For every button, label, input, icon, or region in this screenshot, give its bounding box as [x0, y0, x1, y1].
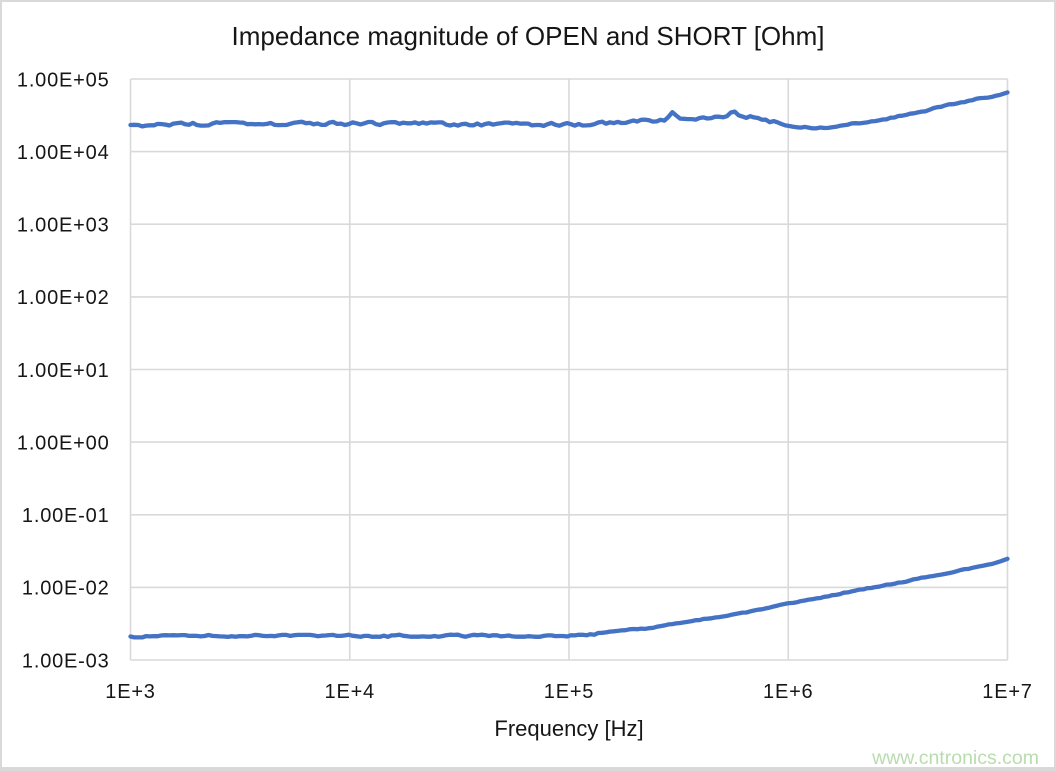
- svg-text:1.00E-01: 1.00E-01: [22, 505, 110, 527]
- svg-text:1.00E+00: 1.00E+00: [17, 432, 110, 454]
- svg-text:1.00E+04: 1.00E+04: [17, 142, 110, 164]
- svg-text:1E+7: 1E+7: [982, 681, 1032, 703]
- svg-text:1E+4: 1E+4: [325, 681, 375, 703]
- svg-text:www.cntronics.com: www.cntronics.com: [871, 747, 1039, 769]
- svg-text:1.00E+01: 1.00E+01: [17, 360, 110, 382]
- svg-text:1.00E-03: 1.00E-03: [22, 650, 110, 672]
- svg-text:1.00E+03: 1.00E+03: [17, 215, 110, 237]
- svg-text:1E+6: 1E+6: [763, 681, 813, 703]
- svg-text:Frequency [Hz]: Frequency [Hz]: [494, 716, 643, 741]
- svg-text:Impedance magnitude of OPEN an: Impedance magnitude of OPEN and SHORT [O…: [232, 21, 825, 51]
- svg-text:1.00E+05: 1.00E+05: [17, 69, 110, 91]
- svg-text:1.00E+02: 1.00E+02: [17, 287, 110, 309]
- svg-text:1.00E-02: 1.00E-02: [22, 578, 110, 600]
- svg-text:1E+3: 1E+3: [105, 681, 155, 703]
- svg-text:1E+5: 1E+5: [544, 681, 594, 703]
